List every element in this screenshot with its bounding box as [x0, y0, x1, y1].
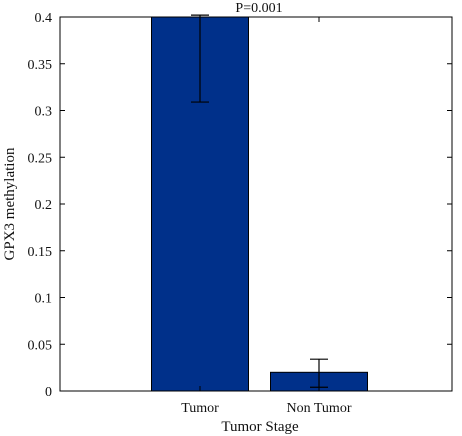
y-tick-label: 0.4	[35, 11, 53, 26]
x-axis-ticks: Tumor Non Tumor	[181, 17, 352, 416]
y-axis-ticks: 0 0.05 0.1 0.15 0.2 0.25 0.3 0.35 0.4	[28, 11, 452, 400]
error-bars-layer	[191, 14, 328, 388]
x-tick-label: Non Tumor	[287, 401, 352, 416]
y-axis-label: GPX3 methylation	[2, 147, 18, 260]
y-tick-label: 0	[45, 385, 52, 400]
bars-layer	[151, 16, 368, 392]
y-tick-label: 0.1	[35, 292, 53, 307]
plot-area-frame	[59, 16, 453, 392]
y-tick-label: 0.25	[28, 151, 53, 166]
y-tick-label: 0.3	[35, 105, 53, 120]
y-tick-label: 0.2	[35, 198, 53, 213]
error-bar-tumor	[191, 14, 209, 103]
y-tick-label: 0.15	[28, 245, 53, 260]
x-tick-label: Tumor	[181, 401, 219, 416]
p-value-annotation: P=0.001	[235, 1, 282, 16]
y-tick-label: 0.05	[28, 338, 53, 353]
x-axis-label: Tumor Stage	[221, 419, 299, 435]
y-tick-label: 0.35	[28, 58, 53, 73]
